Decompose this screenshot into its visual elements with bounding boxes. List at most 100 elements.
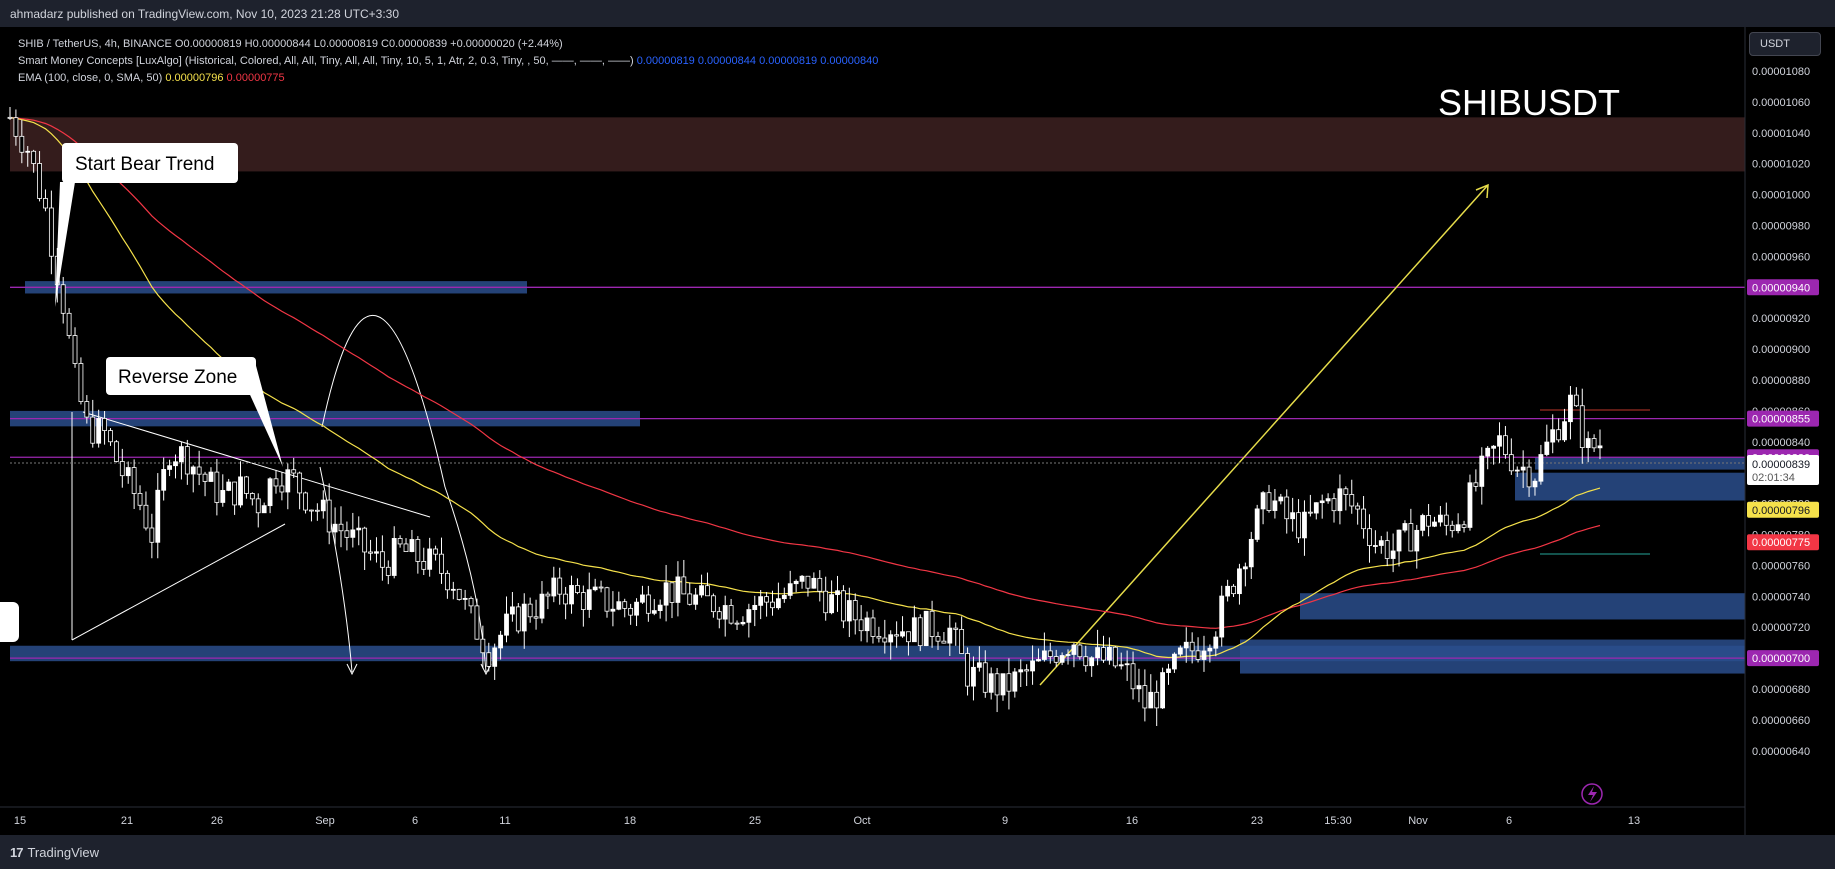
candle-body: [285, 469, 291, 493]
start-bear-trend-text: Start Bear Trend: [75, 154, 214, 175]
candle-body: [1503, 435, 1508, 456]
candle-body: [604, 587, 610, 612]
candle-body: [1083, 656, 1089, 667]
candle-body: [1296, 512, 1301, 539]
candle-body: [356, 527, 362, 531]
candle-body: [592, 586, 598, 591]
candle-body: [1420, 515, 1426, 531]
candle-body: [474, 605, 480, 640]
time-tick-label: 15: [14, 815, 26, 827]
candle-body: [1154, 691, 1160, 709]
candle-body: [586, 589, 592, 610]
candle-body: [1372, 545, 1378, 547]
candle-body: [297, 472, 303, 494]
candle-body: [1237, 568, 1242, 595]
candle-body: [994, 673, 1000, 696]
footer-brand-text: TradingView: [27, 845, 100, 860]
candle-body: [43, 198, 48, 209]
candle-body: [1272, 500, 1278, 511]
price-tick-label: 0.00000680: [1752, 684, 1810, 696]
candle-body: [640, 594, 645, 603]
candle-body: [1367, 528, 1372, 546]
candle-body: [906, 631, 911, 643]
candle-body: [929, 610, 935, 637]
candle-body: [214, 471, 220, 503]
legend-smc-line[interactable]: Smart Money Concepts [LuxAlgo] (Historic…: [18, 55, 879, 67]
candle-body: [953, 627, 959, 630]
candle-body: [1556, 429, 1562, 441]
reverse-zone-callout[interactable]: Reverse Zone: [106, 357, 283, 467]
candle-body: [391, 538, 397, 576]
candle-body: [462, 597, 468, 600]
candle-body: [1378, 540, 1384, 546]
candle-body: [551, 577, 557, 597]
candle-body: [320, 499, 326, 512]
currency-button[interactable]: USDT: [1749, 32, 1821, 56]
candle-body: [291, 469, 297, 474]
candle-body: [1343, 488, 1349, 495]
candle-body: [835, 590, 840, 596]
candle-body: [699, 585, 704, 596]
candle-body: [37, 163, 42, 199]
candle-body: [799, 575, 805, 582]
candle-body: [1390, 550, 1396, 559]
candle-body: [811, 577, 817, 589]
candle-body: [31, 150, 37, 164]
candle-body: [1148, 691, 1154, 709]
candle-body: [965, 653, 970, 687]
price-badge-label: 0.00000700: [1752, 653, 1810, 665]
price-tick-label: 0.00000660: [1752, 715, 1810, 727]
candle-body: [870, 617, 876, 637]
candle-body: [645, 594, 651, 614]
candle-body: [1047, 650, 1053, 657]
candle-body: [900, 631, 905, 637]
alert-icon[interactable]: [1581, 783, 1603, 805]
candle-body: [734, 622, 740, 625]
legend-symbol-line[interactable]: SHIB / TetherUS, 4h, BINANCE O0.00000819…: [18, 38, 563, 50]
candle-body: [1349, 494, 1355, 507]
candle-body: [663, 582, 669, 606]
price-badge-label: 0.00000855: [1752, 414, 1810, 426]
candle-body: [1089, 657, 1095, 667]
tradingview-logo[interactable]: 17 TradingView: [10, 845, 99, 860]
price-chart[interactable]: Start Bear Trend Reverse Zone SHIBUSDT 0…: [0, 27, 1835, 835]
candle-body: [911, 617, 917, 643]
start-bear-trend-callout[interactable]: Start Bear Trend: [55, 143, 238, 307]
candle-body: [793, 580, 799, 585]
last-price-countdown: 02:01:34: [1752, 472, 1795, 484]
candle-body: [1124, 663, 1130, 666]
target-arrow-line: [1039, 184, 1489, 686]
time-tick-label: 9: [1002, 815, 1008, 827]
candle-body: [273, 478, 279, 487]
smc-value-1: 0.00000819: [636, 55, 695, 67]
candle-body: [675, 576, 681, 603]
candle-body: [397, 538, 403, 545]
smc-value-4: 0.00000840: [820, 55, 879, 67]
candle-body: [1438, 514, 1443, 523]
candle-body: [1473, 482, 1479, 487]
candle-body: [823, 590, 829, 614]
candle-body: [622, 601, 628, 609]
footer-bar: 17 TradingView: [0, 835, 1835, 869]
candle-body: [48, 207, 54, 257]
projection-curve-1: [319, 466, 353, 673]
candle-body: [267, 478, 273, 507]
candle-body: [303, 492, 308, 511]
candle-body: [1225, 585, 1231, 597]
candle-body: [846, 600, 852, 622]
side-panel-handle[interactable]: [0, 602, 19, 642]
candle-body: [705, 585, 710, 597]
candle-body: [1142, 685, 1148, 709]
legend-ema-line[interactable]: EMA (100, close, 0, SMA, 50) 0.00000796 …: [18, 72, 285, 84]
candle-body: [1449, 524, 1455, 532]
candle-body: [25, 150, 31, 153]
candle-body: [1284, 496, 1290, 520]
ema-slow-line: [9, 117, 1601, 629]
candle-body: [1579, 405, 1585, 448]
candle-body: [1053, 656, 1059, 663]
candle-body: [338, 523, 344, 532]
candle-body: [1443, 514, 1449, 526]
candle-body: [19, 135, 25, 153]
candle-body: [1331, 498, 1337, 512]
candle-body: [510, 606, 515, 615]
